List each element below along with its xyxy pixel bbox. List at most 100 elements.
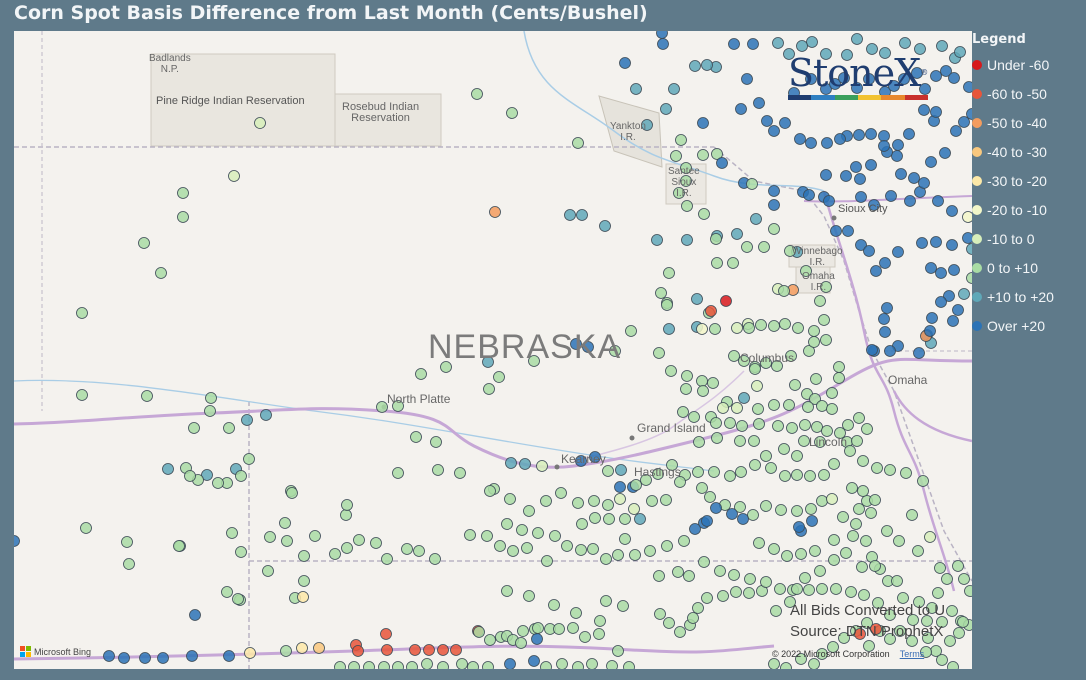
bid-point[interactable] — [878, 313, 890, 325]
bid-point[interactable] — [851, 435, 863, 447]
bid-point[interactable] — [553, 623, 565, 635]
bid-point[interactable] — [935, 296, 947, 308]
bid-point[interactable] — [870, 623, 882, 635]
bid-point[interactable] — [572, 137, 584, 149]
bid-point[interactable] — [846, 482, 858, 494]
bid-point[interactable] — [541, 555, 553, 567]
bid-point[interactable] — [808, 658, 820, 670]
bid-point[interactable] — [549, 530, 561, 542]
bid-point[interactable] — [760, 357, 772, 369]
bid-point[interactable] — [646, 495, 658, 507]
bid-point[interactable] — [845, 586, 857, 598]
bid-point[interactable] — [731, 228, 743, 240]
bid-point[interactable] — [850, 161, 862, 173]
bid-point[interactable] — [738, 355, 750, 367]
bid-point[interactable] — [279, 517, 291, 529]
bid-point[interactable] — [564, 209, 576, 221]
bid-point[interactable] — [280, 645, 292, 657]
bid-point[interactable] — [348, 661, 360, 670]
bid-point[interactable] — [779, 470, 791, 482]
bid-point[interactable] — [657, 38, 669, 50]
bid-point[interactable] — [665, 365, 677, 377]
bid-point[interactable] — [803, 584, 815, 596]
bid-point[interactable] — [726, 508, 738, 520]
bid-point[interactable] — [869, 560, 881, 572]
bid-point[interactable] — [606, 660, 618, 670]
bid-point[interactable] — [494, 540, 506, 552]
bid-point[interactable] — [698, 208, 710, 220]
legend-item[interactable]: -20 to -10 — [972, 195, 1086, 224]
bid-point[interactable] — [816, 400, 828, 412]
bid-point[interactable] — [904, 195, 916, 207]
bid-point[interactable] — [188, 422, 200, 434]
bid-point[interactable] — [423, 644, 435, 656]
bid-point[interactable] — [847, 530, 859, 542]
bid-point[interactable] — [370, 537, 382, 549]
bid-point[interactable] — [567, 622, 579, 634]
bid-point[interactable] — [962, 232, 973, 244]
bid-point[interactable] — [696, 375, 708, 387]
bid-point[interactable] — [235, 470, 247, 482]
bid-point[interactable] — [863, 640, 875, 652]
bid-point[interactable] — [687, 612, 699, 624]
bid-point[interactable] — [484, 485, 496, 497]
bid-point[interactable] — [936, 654, 948, 666]
bid-point[interactable] — [870, 265, 882, 277]
bid-point[interactable] — [705, 305, 717, 317]
bid-point[interactable] — [791, 583, 803, 595]
bid-point[interactable] — [697, 149, 709, 161]
bid-point[interactable] — [792, 322, 804, 334]
bid-point[interactable] — [898, 73, 910, 85]
bid-point[interactable] — [884, 345, 896, 357]
bid-point[interactable] — [778, 285, 790, 297]
bid-point[interactable] — [489, 206, 501, 218]
bid-point[interactable] — [796, 40, 808, 52]
bid-point[interactable] — [779, 117, 791, 129]
bid-point[interactable] — [628, 503, 640, 515]
bid-point[interactable] — [232, 593, 244, 605]
bid-point[interactable] — [186, 650, 198, 662]
bid-point[interactable] — [741, 241, 753, 253]
bid-point[interactable] — [471, 88, 483, 100]
bid-point[interactable] — [913, 596, 925, 608]
bid-point[interactable] — [746, 178, 758, 190]
bid-point[interactable] — [871, 462, 883, 474]
bid-point[interactable] — [814, 565, 826, 577]
bid-point[interactable] — [625, 325, 637, 337]
bid-point[interactable] — [946, 605, 958, 617]
bid-point[interactable] — [736, 420, 748, 432]
bid-point[interactable] — [930, 70, 942, 82]
bid-point[interactable] — [816, 495, 828, 507]
bid-point[interactable] — [141, 390, 153, 402]
bid-point[interactable] — [724, 470, 736, 482]
bid-point[interactable] — [823, 195, 835, 207]
bid-point[interactable] — [793, 521, 805, 533]
bid-point[interactable] — [805, 137, 817, 149]
bid-point[interactable] — [528, 355, 540, 367]
bid-point[interactable] — [80, 522, 92, 534]
bid-point[interactable] — [924, 531, 936, 543]
bid-point[interactable] — [735, 466, 747, 478]
bid-point[interactable] — [504, 658, 516, 670]
bid-point[interactable] — [941, 573, 953, 585]
bid-point[interactable] — [313, 642, 325, 654]
bid-point[interactable] — [930, 106, 942, 118]
bid-point[interactable] — [264, 531, 276, 543]
bid-point[interactable] — [744, 573, 756, 585]
bid-point[interactable] — [696, 482, 708, 494]
bid-point[interactable] — [760, 576, 772, 588]
bid-point[interactable] — [555, 487, 567, 499]
bid-point[interactable] — [692, 602, 704, 614]
bid-point[interactable] — [738, 392, 750, 404]
bid-point[interactable] — [936, 616, 948, 628]
bid-point[interactable] — [281, 535, 293, 547]
bid-point[interactable] — [575, 455, 587, 467]
bid-point[interactable] — [352, 645, 364, 657]
legend-item[interactable]: 0 to +10 — [972, 253, 1086, 282]
bid-point[interactable] — [540, 495, 552, 507]
bid-point[interactable] — [437, 644, 449, 656]
bid-point[interactable] — [879, 47, 891, 59]
bid-point[interactable] — [820, 334, 832, 346]
bid-point[interactable] — [833, 372, 845, 384]
bid-point[interactable] — [709, 323, 721, 335]
